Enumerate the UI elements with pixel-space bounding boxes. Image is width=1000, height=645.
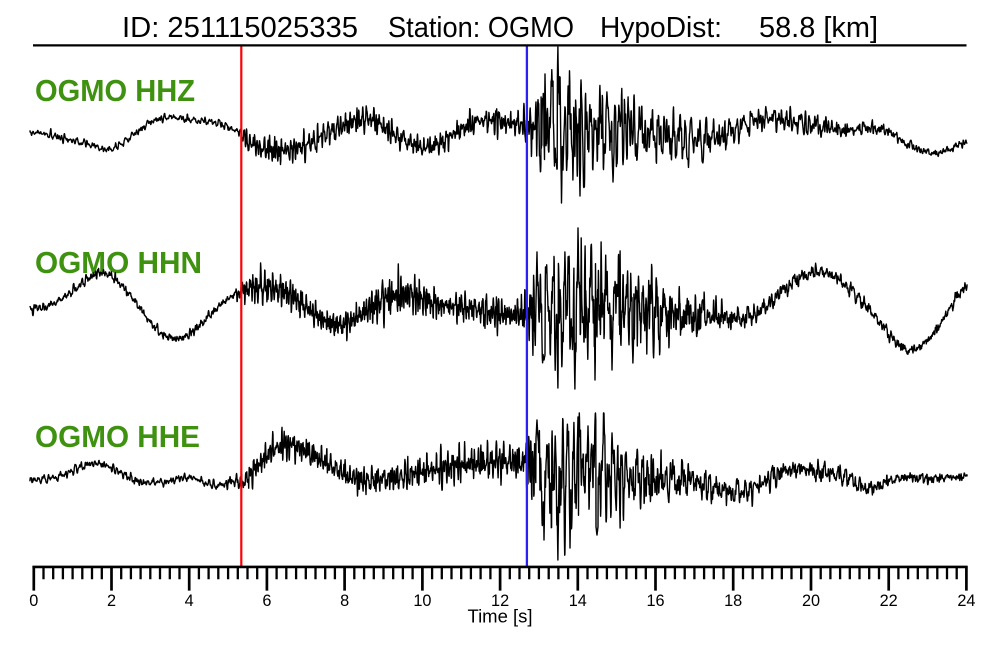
svg-text:2: 2 bbox=[107, 592, 116, 610]
svg-text:14: 14 bbox=[569, 592, 587, 610]
svg-text:0: 0 bbox=[29, 592, 38, 610]
svg-text:22: 22 bbox=[880, 592, 898, 610]
svg-text:10: 10 bbox=[413, 592, 431, 610]
svg-text:18: 18 bbox=[724, 592, 742, 610]
svg-text:58.8 [km]: 58.8 [km] bbox=[759, 12, 878, 44]
svg-text:20: 20 bbox=[802, 592, 820, 610]
svg-text:6: 6 bbox=[262, 592, 271, 610]
svg-text:12: 12 bbox=[491, 592, 509, 610]
svg-text:24: 24 bbox=[957, 592, 975, 610]
svg-text:OGMO HHN: OGMO HHN bbox=[35, 245, 202, 280]
svg-text:OGMO HHZ: OGMO HHZ bbox=[35, 73, 195, 108]
svg-text:Time [s]: Time [s] bbox=[467, 606, 532, 627]
svg-text:OGMO HHE: OGMO HHE bbox=[35, 419, 200, 454]
svg-text:4: 4 bbox=[185, 592, 194, 610]
svg-text:HypoDist:: HypoDist: bbox=[600, 12, 722, 44]
svg-text:8: 8 bbox=[340, 592, 349, 610]
svg-text:Station: OGMO: Station: OGMO bbox=[388, 12, 574, 44]
svg-text:ID: 251115025335: ID: 251115025335 bbox=[122, 12, 358, 44]
svg-text:16: 16 bbox=[646, 592, 664, 610]
